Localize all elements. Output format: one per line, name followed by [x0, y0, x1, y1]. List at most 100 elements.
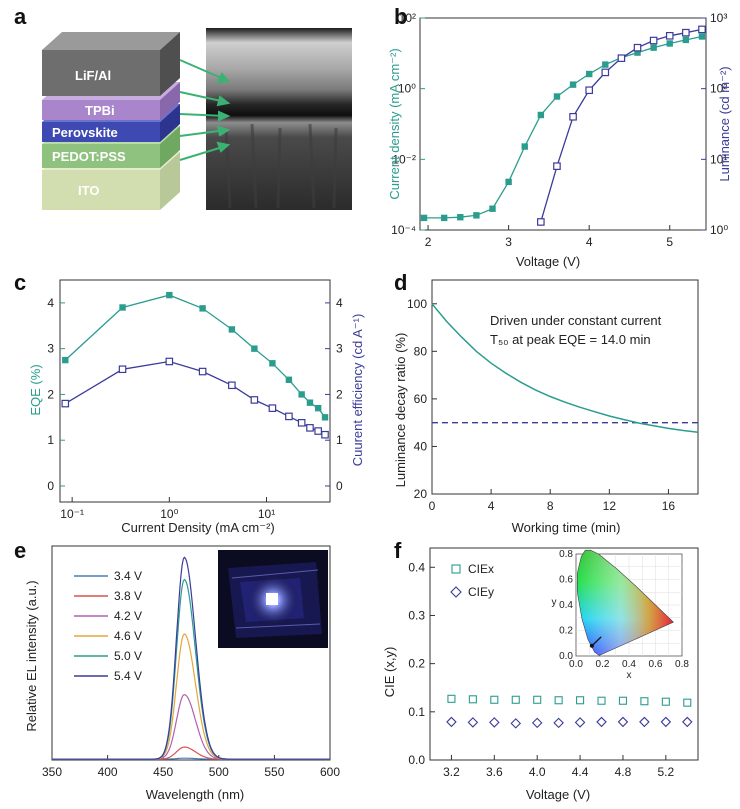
pedot-pss-layer-label: PEDOT:PSS [52, 149, 126, 164]
perovskite-layer-face [42, 122, 160, 142]
chart-f-ciey-point [510, 718, 522, 729]
chart-c-frame [59, 279, 331, 503]
chart-e-xtick-label: 550 [264, 765, 284, 779]
chart-f-inset-ytick-label: 0.6 [559, 575, 573, 586]
chart-b-current-point [569, 81, 577, 88]
chart-c-eqe-point [62, 356, 69, 364]
chart-d-ytick-label: 20 [414, 487, 428, 501]
chart-d-ylabel: Luminance decay ratio (%) [393, 333, 408, 488]
chart-d-xlabel: Working time (min) [512, 520, 621, 535]
chart-f: 3.2 3.6 4.0 4.4 4.8 5.2 0.0 0.1 0.2 0.3 0.4 CIEx CIE… [382, 547, 699, 802]
chart-c-xlabel: Current Density (mA cm⁻²) [121, 520, 275, 535]
chart-e-legend-label: 5.4 V [114, 669, 142, 683]
chart-e-spectrum-line [52, 633, 330, 760]
chart-f-xtick-label: 5.2 [657, 765, 674, 779]
chart-b-current-point [682, 36, 690, 44]
chart-f-frame [429, 547, 699, 761]
chart-f-xtick-label: 3.2 [443, 765, 460, 779]
device-structure-diagram: ITO PEDOT:PSS Perovskite TPBi LiF/Al [42, 28, 352, 210]
chart-e-spectrum-line [52, 556, 330, 760]
chart-b-ylabel-right: Luminance (cd m⁻²) [717, 66, 732, 181]
chart-c-ce-point [165, 357, 174, 366]
chart-c-ce-point [306, 424, 314, 432]
chart-f-inset-ytick-label: 0.4 [559, 600, 573, 611]
chart-c-ce-point [321, 430, 329, 439]
chart-f-ciey-point [617, 716, 629, 728]
panel-label-e: e [14, 538, 27, 563]
chart-d-annotation-line1: Driven under constant current [490, 313, 662, 328]
chart-b-current-point [537, 111, 545, 119]
chart-c-ce-point [228, 381, 236, 390]
chart-c-ytick-left-label: 3 [47, 342, 54, 356]
chart-f-xtick-label: 3.6 [486, 765, 503, 779]
chart-b-current-point [457, 214, 464, 221]
chart-e-xtick-label: 500 [209, 765, 229, 779]
lif-al-layer-face [42, 50, 160, 96]
chart-f-ciex-point [618, 696, 628, 705]
chart-f-inset-xtick-label: 0.4 [622, 659, 636, 670]
chart-b-current-point [698, 33, 706, 40]
chart-c-ytick-left-label: 0 [47, 479, 54, 493]
chart-b-xtick-label: 3 [505, 235, 512, 249]
chart-b-current-point [650, 44, 657, 51]
panel-label-d: d [394, 270, 408, 295]
chart-f-ciey-point [531, 717, 543, 729]
chart-c-ce-point [198, 367, 207, 376]
chart-b-current-point [634, 49, 641, 56]
panel-label-c: c [14, 270, 27, 295]
chart-f-ytick-label: 0.4 [408, 560, 425, 574]
chart-f-ytick-label: 0.1 [408, 705, 425, 719]
chart-f-xlabel: Voltage (V) [526, 787, 590, 802]
ito-layer-label: ITO [78, 183, 99, 198]
micrograph-texture [224, 123, 338, 209]
chart-c-ce-point [61, 399, 70, 408]
panel-label-a: a [14, 4, 27, 29]
chart-b-ytick-left-label: 10⁻⁴ [391, 223, 416, 237]
panel-label-b: b [394, 4, 408, 29]
chart-f-inset-gamut-overlay [577, 549, 674, 656]
chart-c-ytick-right-label: 2 [336, 387, 343, 401]
ito-layer-face [42, 170, 160, 210]
chart-d-ytick-label: 80 [414, 344, 428, 358]
chart-c-ytick-right-label: 1 [336, 433, 343, 447]
chart-e-xlabel: Wavelength (nm) [146, 787, 245, 802]
chart-c-ytick-right-label: 4 [336, 296, 343, 310]
chart-f-inset-marker [589, 643, 594, 648]
chart-b-current-point [585, 70, 593, 78]
chart-b-ytick-left-label: 10⁰ [398, 82, 416, 96]
chart-b-current-point [505, 178, 512, 186]
chart-b-luminance-point [569, 112, 577, 121]
chart-c-eqe-line [64, 294, 326, 418]
chart-c-ytick-left-label: 1 [47, 433, 54, 447]
chart-b-xtick-label: 5 [666, 235, 673, 249]
chart-b-current-point [521, 143, 528, 150]
chart-b-current-point [473, 212, 480, 219]
chart-f-ciex-point [661, 697, 670, 706]
chart-c-ce-point [268, 404, 277, 412]
chart-d-ytick-label: 60 [414, 392, 428, 406]
chart-b-xtick-label: 2 [425, 235, 432, 249]
chart-b-current-point [666, 40, 673, 47]
chart-d-xtick-label: 4 [488, 499, 495, 513]
chart-b-ylabel-left: Current density (mA cm⁻²) [387, 48, 402, 199]
chart-d-annotation-line2: T₅₀ at peak EQE = 14.0 min [490, 332, 651, 347]
chart-c-ce-point [314, 427, 322, 435]
chart-b-current-point [489, 205, 496, 212]
chart-e-legend-label: 5.0 V [114, 649, 142, 663]
chart-b-ytick-right-label: 10³ [710, 11, 727, 25]
chart-d-ytick-label: 40 [414, 439, 428, 453]
chart-c-eqe-point [285, 376, 293, 383]
chart-f-legend-ciey-marker [450, 586, 462, 598]
chart-b: 2 3 4 5 10⁻⁴ 10⁻² 10⁰ 10² 10⁰ 10¹ 10² 10³ Voltage (… [387, 11, 732, 269]
chart-f-inset-xtick-label: 0.6 [649, 659, 663, 670]
chart-f-ciex-point [511, 695, 520, 704]
chart-d-xtick-label: 12 [603, 499, 617, 513]
chart-b-luminance-point [601, 68, 610, 77]
chart-c-eqe-point [298, 391, 305, 398]
chart-f-ciex-point [640, 697, 649, 706]
perovskite-layer-label: Perovskite [52, 125, 118, 140]
chart-b-current-point [440, 214, 448, 222]
chart-b-luminance-point [553, 162, 561, 170]
chart-b-luminance-point [633, 43, 642, 52]
chart-f-ytick-label: 0.2 [408, 657, 425, 671]
